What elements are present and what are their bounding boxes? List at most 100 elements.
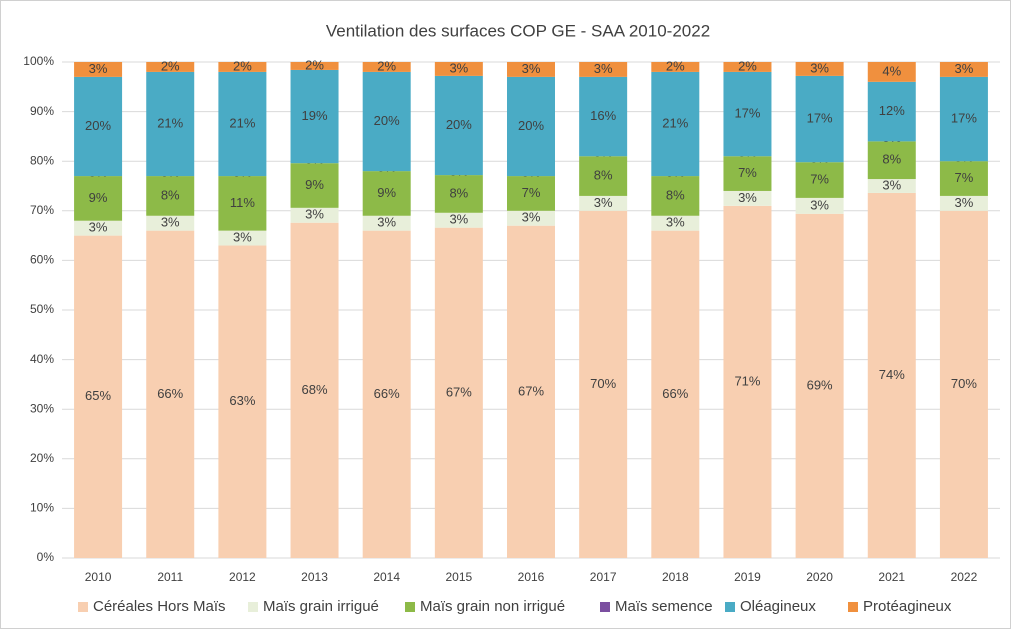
bar-segment: [939, 76, 988, 162]
data-label: 2%: [161, 58, 180, 73]
data-label: 3%: [522, 61, 541, 76]
data-label: 20%: [374, 113, 400, 128]
bar-segment: [434, 212, 483, 228]
bar-segment: [651, 71, 700, 177]
bar-segment: [434, 227, 483, 558]
data-label: 8%: [666, 187, 685, 202]
bar-segment: [795, 75, 844, 163]
x-tick-label: 2011: [157, 570, 183, 584]
data-label: 7%: [522, 185, 541, 200]
data-label: 3%: [666, 215, 685, 230]
data-label: 3%: [305, 207, 324, 222]
data-label: 8%: [161, 187, 180, 202]
data-label: 3%: [955, 195, 974, 210]
data-label: 7%: [738, 165, 757, 180]
data-label: 16%: [590, 108, 616, 123]
x-tick-label: 2016: [518, 570, 545, 584]
data-label: 20%: [518, 118, 544, 133]
bar-segment: [290, 207, 339, 223]
data-label: 21%: [229, 115, 255, 130]
bar-segment: [651, 62, 700, 72]
bar-segment: [507, 176, 555, 211]
data-label: 12%: [879, 103, 905, 118]
bar-segment: [218, 62, 267, 72]
bar-segment: [218, 71, 267, 177]
data-label: 8%: [449, 185, 468, 200]
legend-swatch: [848, 602, 858, 612]
bar-segment: [939, 161, 988, 196]
legend-swatch: [405, 602, 415, 612]
bar-segment: [795, 62, 844, 76]
bar-segment: [939, 210, 988, 559]
bar-segment: [507, 210, 555, 226]
data-label: 17%: [807, 110, 833, 125]
x-tick-label: 2019: [734, 570, 761, 584]
bar-segment: [723, 205, 772, 558]
data-label: 3%: [810, 197, 829, 212]
bar-segment: [867, 141, 916, 180]
bar-segment: [723, 62, 772, 72]
chart-title: Ventilation des surfaces COP GE - SAA 20…: [326, 21, 710, 40]
data-label: 3%: [594, 61, 613, 76]
bar-segment: [867, 81, 916, 142]
bar-segment: [146, 71, 195, 177]
y-tick-label: 90%: [30, 104, 54, 118]
y-tick-label: 70%: [30, 203, 54, 217]
data-label: 19%: [302, 108, 328, 123]
legend-label: Oléagineux: [740, 598, 816, 615]
bar-segment: [507, 76, 555, 177]
data-label: 8%: [882, 152, 901, 167]
data-label: 2%: [738, 58, 757, 73]
data-label: 17%: [734, 106, 760, 121]
data-label: 68%: [302, 382, 328, 397]
x-tick-label: 2013: [301, 570, 328, 584]
data-label: 67%: [518, 383, 544, 398]
bar-segment: [218, 230, 267, 246]
bar-segment: [290, 62, 339, 70]
bar-segment: [507, 225, 555, 558]
bar-segment: [723, 156, 772, 191]
y-tick-label: 100%: [23, 54, 54, 68]
bar-segment: [362, 171, 411, 216]
bar-segment: [146, 215, 195, 231]
bar-segment: [795, 197, 844, 214]
data-label: 8%: [594, 168, 613, 183]
data-label: 70%: [951, 376, 977, 391]
bar-segment: [579, 76, 628, 157]
data-label: 3%: [522, 210, 541, 225]
bar-segment: [434, 62, 483, 76]
bar-segment: [651, 215, 700, 231]
legend-swatch: [78, 602, 88, 612]
data-label: 3%: [233, 230, 252, 245]
bar-segment: [218, 245, 267, 558]
legend-label: Maïs semence: [615, 598, 713, 615]
bar-segment: [579, 195, 628, 211]
bar-segment: [74, 220, 123, 236]
legend-swatch: [248, 602, 258, 612]
data-label: 2%: [233, 58, 252, 73]
bar-segment: [434, 75, 483, 176]
bar-segment: [74, 235, 123, 558]
bar-segment: [939, 62, 988, 77]
data-label: 11%: [230, 195, 255, 210]
data-label: 9%: [89, 190, 108, 205]
data-label: 70%: [590, 376, 616, 391]
data-label: 66%: [374, 386, 400, 401]
y-tick-label: 40%: [30, 352, 54, 366]
y-tick-label: 80%: [30, 153, 54, 167]
bar-segment: [795, 213, 844, 558]
data-label: 3%: [594, 195, 613, 210]
x-tick-label: 2021: [878, 570, 905, 584]
bar-segment: [434, 175, 483, 213]
data-label: 3%: [449, 60, 468, 75]
data-label: 3%: [89, 61, 108, 76]
data-label: 66%: [157, 386, 183, 401]
data-label: 4%: [882, 63, 901, 78]
y-tick-label: 30%: [30, 401, 54, 415]
bar-segment: [146, 62, 195, 72]
legend-swatch: [600, 602, 610, 612]
bar-segment: [74, 176, 123, 221]
x-tick-label: 2020: [806, 570, 833, 584]
bar-segment: [579, 210, 628, 559]
